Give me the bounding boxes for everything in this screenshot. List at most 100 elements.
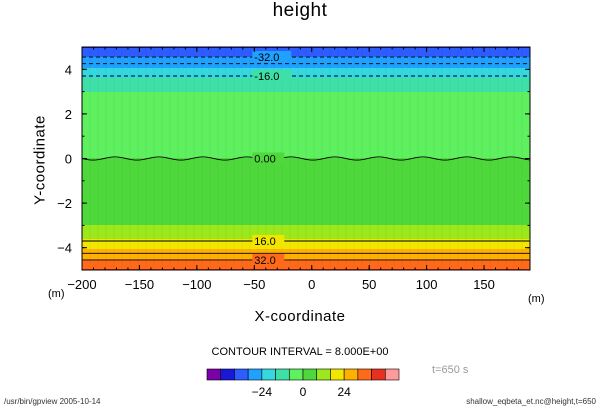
contour-label: 32.0 [254, 255, 275, 267]
contour-fill-band [82, 210, 530, 212]
contour-label-bg [252, 69, 292, 82]
contour-fill-band [82, 126, 530, 128]
colorbar-swatch [330, 368, 345, 381]
x-tick-label: 100 [416, 277, 438, 292]
contour-fill-band [82, 241, 530, 243]
contour-fill-band [82, 244, 530, 246]
contour-fill-band [82, 250, 530, 252]
contour-lines: -32.0 -16.0 0.00 16.0 32.0 [81, 51, 531, 267]
contour-fill-band [82, 71, 530, 73]
contour-fill-band [82, 136, 530, 138]
contour-label: 0.00 [254, 154, 275, 166]
contour-fill-band [82, 254, 530, 256]
contour-fill-band [82, 225, 530, 227]
contour-fill-band [82, 123, 530, 125]
contour-fill-band [82, 92, 530, 94]
contour-fill-band [82, 186, 530, 188]
contour-fill-band [82, 62, 530, 64]
contour-fill-band [82, 192, 530, 194]
contour-label: -32.0 [254, 52, 279, 64]
contour-fill-band [82, 93, 530, 95]
contour-fill-band [82, 170, 530, 172]
contour-label: -16.0 [254, 71, 279, 83]
contour-fill-band [82, 263, 530, 265]
contour-fill-band [82, 199, 530, 201]
contour-fill-band [82, 96, 530, 98]
contour-fill-band [82, 118, 530, 120]
contour-fill-band [82, 133, 530, 135]
contour-fill-band [82, 191, 530, 193]
contour-fill-band [82, 255, 530, 257]
contour-fill-band [82, 143, 530, 145]
contour-fill-band [82, 130, 530, 132]
contour-fill-band [82, 223, 530, 225]
contour-fill-band [82, 187, 530, 189]
contour-fill-band [82, 103, 530, 105]
contour-fill-band [82, 138, 530, 140]
contour-fill-band [82, 197, 530, 199]
contour-fill-band [82, 221, 530, 223]
y-axis: −4 −2 0 2 4 [57, 46, 530, 271]
contour-fill-band [82, 146, 530, 148]
footer-left: /usr/bin/gpview 2005-10-14 [4, 397, 101, 406]
contour-fill-band [82, 97, 530, 99]
contour-label-bg [252, 253, 285, 266]
contour-fill-band [82, 262, 530, 264]
contour-fill-band [82, 242, 530, 244]
contour-fill-band [82, 212, 530, 214]
x-tick-label: −100 [182, 277, 211, 292]
contour-fill-band [82, 70, 530, 72]
y-tick-label: 2 [65, 107, 72, 122]
contour-fill-band [82, 202, 530, 204]
contour-fill-band [82, 166, 530, 168]
y-axis-label: Y-coordinate [31, 115, 49, 205]
x-tick-label: 0 [308, 277, 315, 292]
contour-fill-band [82, 131, 530, 133]
contour-fill-band [82, 49, 530, 51]
contour-fill-band [82, 172, 530, 174]
contour-fill-band [82, 161, 530, 163]
contour-fill-band [82, 189, 530, 191]
contour-fill-band [82, 234, 530, 236]
contour-fill-band [82, 162, 530, 164]
contour-fill-band [82, 144, 530, 146]
contour-fill-band [82, 135, 530, 137]
contour-fill-band [82, 165, 530, 167]
contour-fill-band [82, 160, 530, 162]
contour-fill-band [82, 185, 530, 187]
contour-fill-band [82, 80, 530, 82]
contour-label-bg [252, 152, 285, 165]
contour-fill-band [82, 100, 530, 102]
contour-fill-band [82, 177, 530, 179]
x-tick-label: −200 [67, 277, 96, 292]
contour-fill-band [82, 229, 530, 231]
contour-fill-band [82, 196, 530, 198]
contour-fill-band [82, 66, 530, 68]
contour-fill-band [82, 222, 530, 224]
x-axis-unit: (m) [528, 293, 545, 305]
contour-fill-band [82, 226, 530, 228]
contour-fill-band [82, 198, 530, 200]
contour-fill-band [82, 256, 530, 258]
contour-fill-band [82, 267, 530, 269]
contour-fill-band [82, 216, 530, 218]
contour-fill-band [82, 193, 530, 195]
contour-fill-band [82, 228, 530, 230]
contour-fill-band [82, 236, 530, 238]
contour-fill-band [82, 266, 530, 268]
contour-fill-band [82, 127, 530, 129]
contour-fill-band [82, 79, 530, 81]
contour-fill-band [82, 194, 530, 196]
contour-fill-band [82, 72, 530, 74]
contour-fill-band [82, 224, 530, 226]
contour-fill-band [82, 182, 530, 184]
filled-contours [82, 47, 530, 271]
colorbar-swatch [234, 368, 249, 381]
contour-fill-band [82, 141, 530, 143]
contour-fill-band [82, 211, 530, 213]
contour-fill-band [82, 154, 530, 156]
colorbar-swatch [371, 368, 386, 381]
contour-fill-band [82, 248, 530, 250]
contour-fill-band [82, 230, 530, 232]
